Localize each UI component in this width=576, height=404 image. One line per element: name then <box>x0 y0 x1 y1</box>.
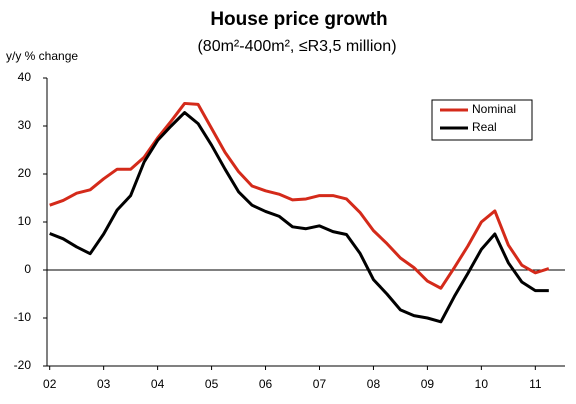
x-tick-label: 03 <box>97 377 111 391</box>
chart-subtitle: (80m²-400m², ≤R3,5 million) <box>197 38 396 55</box>
line-series <box>49 111 549 324</box>
y-tick-label: 40 <box>18 70 32 84</box>
x-tick-label: 11 <box>529 377 542 391</box>
y-tick-label: -10 <box>14 310 32 324</box>
y-tick-label: 10 <box>18 214 32 228</box>
x-tick-label: 05 <box>205 377 219 391</box>
chart-title: House price growth <box>210 9 387 30</box>
x-tick-label: 08 <box>367 377 381 391</box>
x-tick-label: 09 <box>421 377 435 391</box>
y-axis-label: y/y % change <box>6 49 78 63</box>
x-tick-label: 02 <box>43 377 57 391</box>
x-tick-label: 06 <box>259 377 273 391</box>
y-tick-label: 0 <box>24 262 31 276</box>
line-series <box>49 101 550 290</box>
legend-label: Nominal <box>472 102 516 116</box>
y-tick-label: -20 <box>14 358 32 372</box>
legend-label: Real <box>472 120 497 134</box>
y-tick-label: 30 <box>18 118 32 132</box>
x-tick-label: 10 <box>475 377 489 391</box>
x-tick-label: 04 <box>151 377 165 391</box>
x-tick-label: 07 <box>313 377 327 391</box>
legend-box <box>431 99 533 141</box>
y-tick-label: 20 <box>18 166 32 180</box>
